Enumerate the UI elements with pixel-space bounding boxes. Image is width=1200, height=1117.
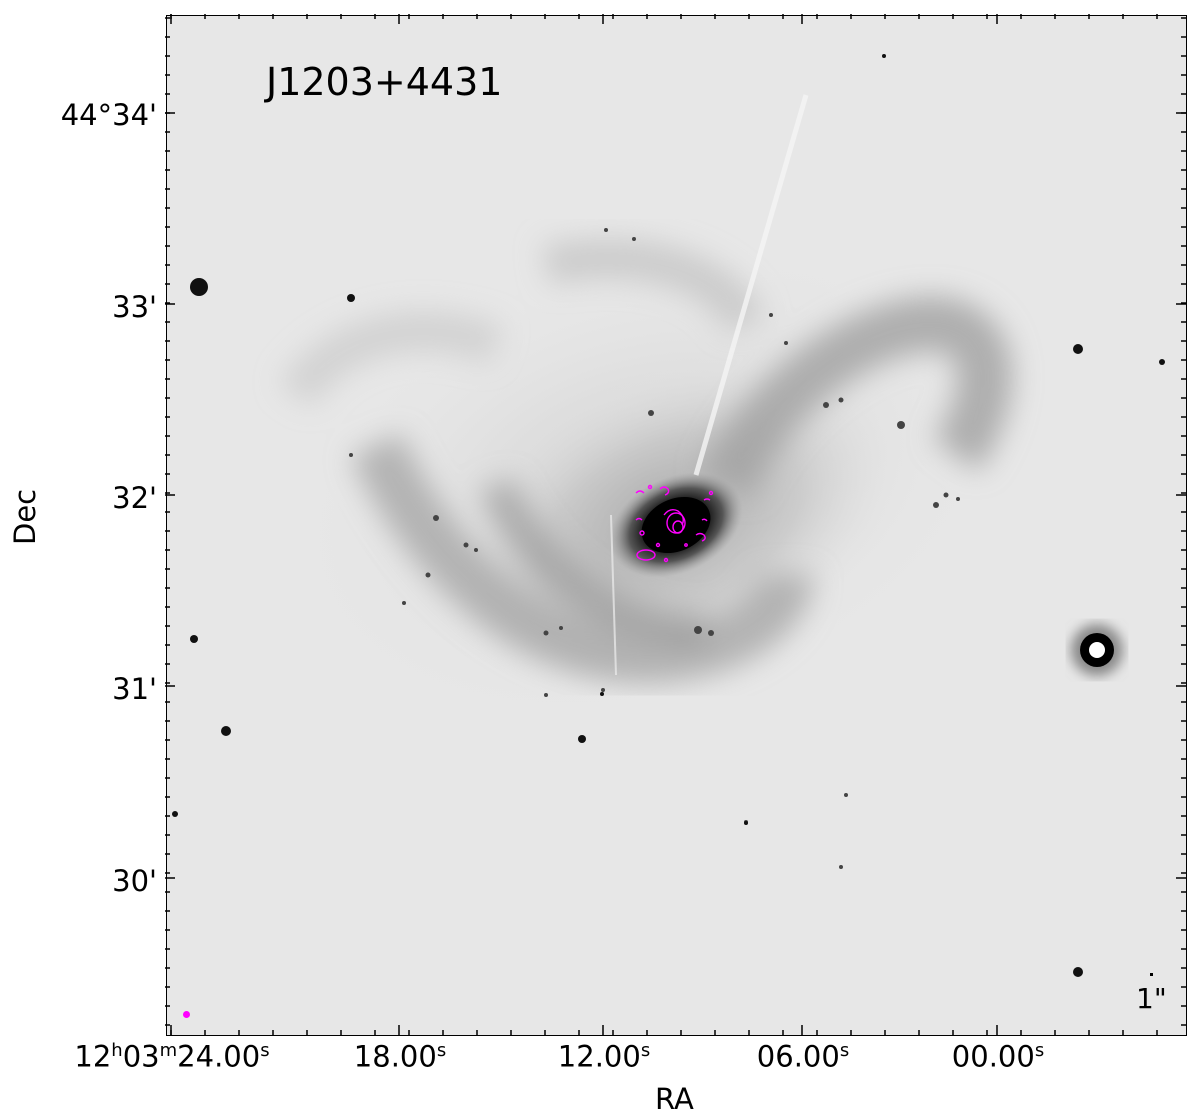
x-tick-label: 12.00s (557, 1039, 651, 1074)
y-tick-label: 32' (112, 481, 157, 515)
x-tick-label: 18.00s (353, 1039, 447, 1074)
galaxy-nucleus (641, 496, 711, 554)
field-stars (172, 54, 1165, 977)
plot-title: J1203+4431 (266, 60, 503, 104)
x-tick-label: 00.00s (951, 1039, 1045, 1074)
x-tick-label: 06.00s (756, 1039, 850, 1074)
x-tick-label: 12h03m24.00s (74, 1039, 270, 1074)
radio-contours (635, 484, 714, 563)
satellite-trail (693, 94, 809, 476)
y-tick-label: 33' (112, 290, 157, 324)
y-tick-label: 44°34' (60, 98, 157, 132)
hii-regions (349, 228, 960, 869)
beam-marker (183, 1011, 190, 1018)
galaxy-image (166, 15, 1187, 1036)
scale-bar-label: 1" (1136, 982, 1167, 1015)
bright-star-saturated-core (1089, 642, 1105, 658)
y-tick-label: 30' (112, 864, 157, 898)
scale-bar (1150, 973, 1153, 976)
x-axis-title: RA (655, 1082, 694, 1116)
y-axis-title: Dec (8, 488, 42, 545)
y-tick-label: 31' (112, 672, 157, 706)
sky-image-panel (166, 15, 1187, 1036)
satellite-trail-2 (610, 514, 617, 676)
